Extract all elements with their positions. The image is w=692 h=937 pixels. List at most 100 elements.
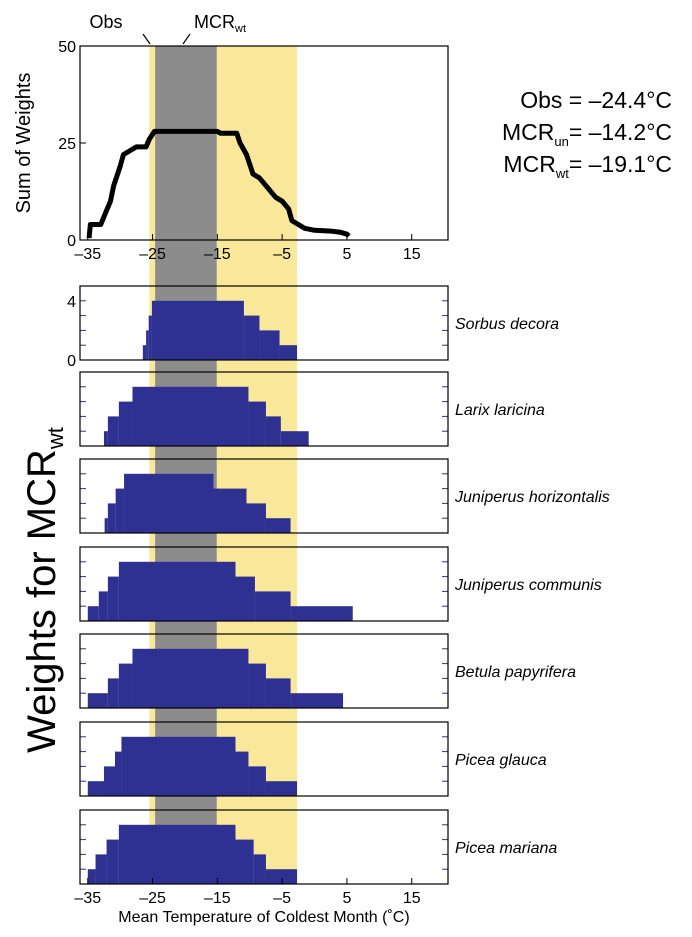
bar xyxy=(107,416,119,446)
y-tick-label: 0 xyxy=(67,353,76,370)
bar xyxy=(107,678,119,708)
bar xyxy=(213,488,247,533)
bar xyxy=(243,315,260,360)
plot-frame xyxy=(79,546,449,622)
plot-frame xyxy=(79,45,449,241)
bar xyxy=(103,766,115,796)
pointer xyxy=(182,33,191,45)
bar xyxy=(248,401,266,446)
bar xyxy=(118,663,133,708)
bar xyxy=(87,869,96,884)
x-tick-label: 5 xyxy=(342,890,351,907)
plots: 0 25 50 –35 –25 –15 –5 5 15 0 4 Sorbus decora Larix … xyxy=(58,39,610,926)
x-tick-label: –25 xyxy=(139,246,166,263)
species-label: Larix laricina xyxy=(455,402,545,419)
plot-frame xyxy=(79,809,449,885)
species-label: Picea mariana xyxy=(455,840,557,857)
species-label: Juniperus communis xyxy=(454,577,602,594)
band-label: Obs xyxy=(89,12,122,32)
bar xyxy=(265,678,291,708)
figure-y-label-sub: wt xyxy=(43,427,68,450)
pointer xyxy=(142,33,151,45)
y-tick-label: 0 xyxy=(67,233,76,250)
x-tick-label: –5 xyxy=(273,890,291,907)
y-tick-label: 25 xyxy=(58,136,76,153)
x-axis-label: Mean Temperature of Coldest Month (˚C) xyxy=(118,909,409,926)
annotation: MCRun= –14.2°C xyxy=(502,119,672,149)
bar xyxy=(114,751,122,796)
bar xyxy=(280,431,309,446)
band-label: MCRwt xyxy=(194,12,246,35)
plot-frame xyxy=(79,285,449,361)
bar xyxy=(146,330,149,360)
bar xyxy=(259,330,280,360)
bar xyxy=(246,503,266,533)
bar xyxy=(290,693,344,708)
bar xyxy=(235,576,255,621)
x-tick-label: –35 xyxy=(74,890,101,907)
bar xyxy=(95,854,107,884)
bar xyxy=(107,503,116,533)
band-label-main: MCR xyxy=(194,12,235,32)
bar xyxy=(142,345,147,360)
bar xyxy=(265,781,298,796)
bar xyxy=(265,518,291,533)
annotation-label: Obs xyxy=(520,87,562,113)
bar xyxy=(235,839,254,884)
plot-frame xyxy=(79,458,449,534)
bar xyxy=(132,386,249,446)
bar xyxy=(87,693,108,708)
bar xyxy=(132,648,249,708)
bar xyxy=(124,473,214,533)
bar xyxy=(87,606,99,621)
bar xyxy=(151,300,244,360)
plot-frame xyxy=(79,633,449,709)
annotation-sub: wt xyxy=(555,166,569,181)
bar xyxy=(235,751,249,796)
x-tick-label: 5 xyxy=(342,246,351,263)
plot-frame xyxy=(79,371,449,447)
bar xyxy=(248,663,266,708)
y-tick-label: 4 xyxy=(67,294,76,311)
x-tick-label: –15 xyxy=(204,890,231,907)
annotation: MCRwt= –19.1°C xyxy=(503,151,672,181)
bar xyxy=(279,345,298,360)
x-tick-label: –35 xyxy=(74,246,101,263)
bar xyxy=(103,431,108,446)
x-tick-label: –25 xyxy=(139,890,166,907)
y-axis-label: Sum of Weights xyxy=(13,73,35,214)
annotation-label: MCR xyxy=(503,151,555,177)
figure-y-label-main: Weights for MCR xyxy=(20,449,64,753)
bar xyxy=(290,606,353,621)
annotation-sub: un xyxy=(554,134,568,149)
bar xyxy=(265,869,298,884)
bar xyxy=(107,576,119,621)
band-label-sub: wt xyxy=(234,23,246,35)
annotation: Obs = –24.4°C xyxy=(520,87,672,113)
bar xyxy=(248,766,266,796)
species-label: Betula papyrifera xyxy=(455,664,576,681)
bar xyxy=(118,401,133,446)
x-tick-label: 15 xyxy=(403,890,421,907)
bar xyxy=(87,781,104,796)
data-line xyxy=(86,128,351,239)
bar xyxy=(98,591,108,621)
bar xyxy=(115,488,125,533)
bar xyxy=(265,416,281,446)
x-tick-label: –15 xyxy=(204,246,231,263)
bar xyxy=(121,736,236,796)
bar xyxy=(118,824,236,884)
species-label: Juniperus horizontalis xyxy=(454,489,610,506)
annotation-value: = –14.2°C xyxy=(569,119,672,145)
bar xyxy=(106,839,119,884)
plot-frame xyxy=(79,721,449,797)
x-tick-label: 15 xyxy=(403,246,421,263)
annotation-label: MCR xyxy=(502,119,554,145)
species-label: Picea glauca xyxy=(455,752,547,769)
bar xyxy=(254,591,291,621)
bar xyxy=(253,854,266,884)
y-tick-label: 50 xyxy=(58,39,76,56)
x-tick-label: –5 xyxy=(273,246,291,263)
